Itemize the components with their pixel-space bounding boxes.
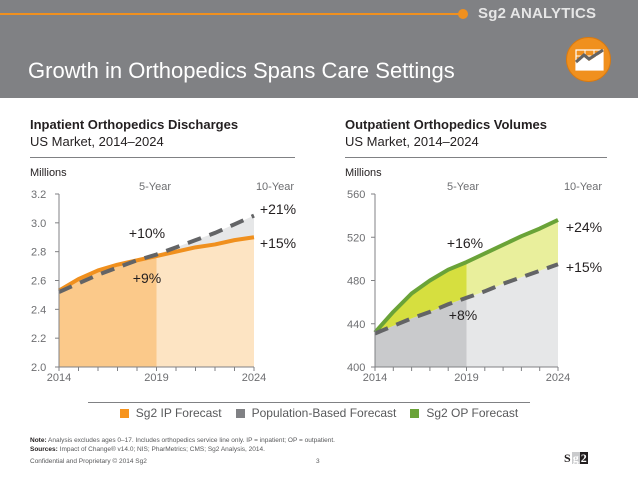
legend-rule [88, 402, 530, 403]
inpatient-chart: 2.0 2.2 2.4 2.6 2.8 3.0 3.2 2014 2019 2024 5-Year… [31, 181, 296, 384]
header-accent-dot [458, 9, 468, 19]
forecast-5yr-label: +9% [133, 270, 161, 286]
inpatient-panel-subtitle: US Market, 2014–2024 [30, 134, 164, 149]
confidential-notice: Confidential and Proprietary © 2014 Sg2 [30, 458, 147, 465]
note-text: Analysis excludes ages 0–17. Includes or… [46, 437, 335, 444]
y-tick-label: 520 [347, 232, 365, 244]
forecast-10yr-label: +15% [260, 235, 296, 251]
ten-year-label: 10-Year [256, 181, 294, 193]
population-5yr-area [375, 297, 467, 367]
forecast-10yr-area [466, 219, 558, 298]
x-tick-label: 2014 [47, 372, 71, 384]
legend-label: Sg2 IP Forecast [135, 406, 222, 420]
forecast-line [373, 218, 559, 334]
five-year-label: 5-Year [447, 181, 479, 193]
inpatient-panel-rule [30, 157, 295, 158]
forecast-10yr-label: +24% [566, 219, 602, 235]
y-tick-label: 560 [347, 189, 365, 201]
outpatient-panel-subtitle: US Market, 2014–2024 [345, 134, 479, 149]
page-number: 3 [316, 458, 320, 465]
population-10yr-label: +15% [566, 259, 602, 275]
x-tick-label: 2019 [144, 372, 168, 384]
header-accent-line [0, 13, 462, 15]
legend-label: Sg2 OP Forecast [426, 406, 519, 420]
y-tick-label: 2.8 [31, 247, 46, 259]
population-line [374, 262, 559, 336]
logo-letter: 2 [579, 451, 588, 465]
x-tick-label: 2019 [454, 372, 478, 384]
five-year-label: 5-Year [139, 181, 171, 193]
x-tick-label: 2024 [546, 372, 570, 384]
sources-line: Sources: Impact of Change® v14.0; NIS; P… [30, 445, 335, 454]
forecast-5yr-label: +16% [447, 235, 483, 251]
footnotes: Note: Analysis excludes ages 0–17. Inclu… [30, 436, 335, 454]
y-tick-label: 3.0 [31, 218, 46, 230]
outpatient-panel-title: Outpatient Orthopedics Volumes [345, 117, 548, 132]
legend-item-op-forecast: Sg2 OP Forecast [410, 406, 518, 420]
sources-text: Impact of Change® v14.0; NIS; PharMetric… [57, 446, 265, 453]
population-5yr-label: +10% [129, 225, 165, 241]
legend-swatch-op [410, 408, 420, 418]
population-10yr-label: +21% [260, 201, 296, 217]
x-tick-label: 2024 [242, 372, 266, 384]
forecast-10yr-area [156, 237, 254, 367]
population-5yr-label: +8% [449, 307, 477, 323]
sg2-logo: S g 2 [563, 452, 588, 464]
chart-legend: Sg2 IP Forecast Population-Based Forecas… [0, 406, 638, 420]
y-tick-label: 2.2 [31, 333, 46, 345]
legend-swatch-ip [119, 408, 129, 418]
x-tick-label: 2014 [363, 372, 387, 384]
note-line: Note: Analysis excludes ages 0–17. Inclu… [30, 436, 335, 445]
outpatient-units-label: Millions [345, 167, 382, 179]
forecast-5yr-area [59, 255, 157, 367]
note-label: Note: [30, 437, 47, 444]
legend-label: Population-Based Forecast [251, 406, 397, 420]
logo-letter: g [571, 451, 580, 465]
y-tick-label: 400 [347, 362, 365, 374]
legend-item-population-forecast: Population-Based Forecast [235, 406, 397, 420]
logo-letter: S [563, 451, 572, 465]
y-tick-label: 480 [347, 276, 365, 288]
y-tick-label: 2.0 [31, 362, 46, 374]
page-title: Growth in Orthopedics Spans Care Setting… [28, 58, 455, 83]
brand-name: Sg2 ANALYTICS [478, 5, 597, 22]
forecast-5yr-area [375, 262, 467, 334]
y-tick-label: 2.6 [31, 276, 46, 288]
legend-item-ip-forecast: Sg2 IP Forecast [119, 406, 222, 420]
outpatient-chart: 400 440 480 520 560 2014 2019 2024 5-Year 10-Ye… [347, 181, 602, 384]
population-line [58, 213, 255, 294]
y-tick-label: 440 [347, 319, 365, 331]
y-tick-label: 3.2 [31, 189, 46, 201]
legend-swatch-population [235, 408, 245, 418]
ten-year-label: 10-Year [564, 181, 602, 193]
sources-label: Sources: [30, 446, 58, 453]
outpatient-panel-rule [345, 157, 607, 158]
chart-trend-icon [566, 37, 611, 82]
y-tick-label: 2.4 [31, 304, 46, 316]
inpatient-panel-title: Inpatient Orthopedics Discharges [30, 117, 239, 132]
inpatient-units-label: Millions [30, 167, 67, 179]
header-bar: Sg2 ANALYTICS Growth in Orthopedics Span… [0, 0, 638, 98]
